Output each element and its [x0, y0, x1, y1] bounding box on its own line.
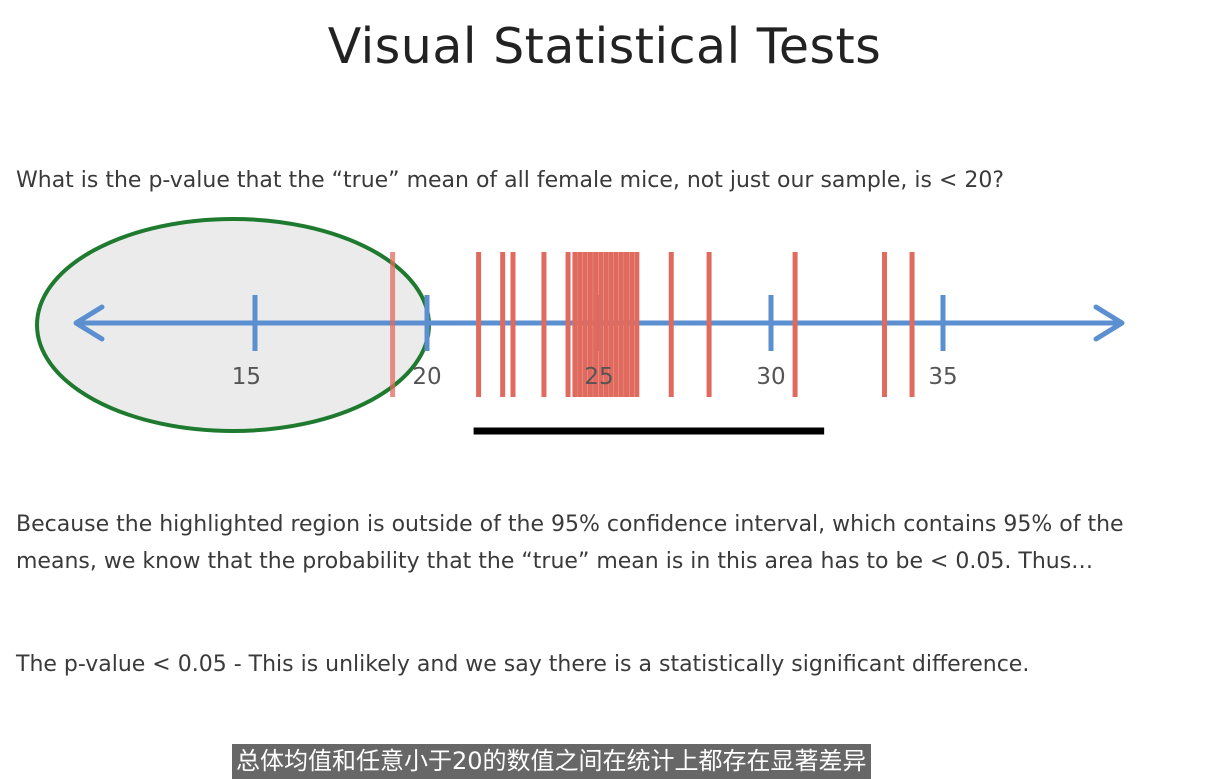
sample-mean-bar: [634, 252, 640, 397]
tick-label-30: 30: [756, 364, 785, 390]
sample-mean-bar: [510, 252, 516, 397]
slide-title: Visual Statistical Tests: [327, 18, 882, 75]
sample-mean-bar: [706, 252, 712, 397]
tick-labels: 15 20 25 30 35: [232, 364, 958, 390]
sample-mean-bar: [582, 252, 588, 397]
sample-mean-bar: [572, 252, 578, 397]
sample-mean-bar: [500, 252, 506, 397]
sample-mean-bar: [593, 252, 599, 397]
sample-mean-bar: [668, 252, 674, 397]
sample-mean-bar: [618, 252, 624, 397]
sample-mean-bar: [476, 252, 482, 397]
sample-mean-bar: [882, 252, 888, 397]
sample-mean-bar: [624, 252, 630, 397]
explanation-text: Because the highlighted region is outsid…: [16, 512, 1124, 574]
sample-mean-bar: [541, 252, 547, 397]
video-subtitle: 总体均值和任意小于20的数值之间在统计上都存在显著差异: [232, 744, 871, 779]
sample-mean-bar: [587, 252, 593, 397]
question-text: What is the p-value that the “true” mean…: [16, 168, 1005, 193]
right-arrow-icon: [1093, 304, 1125, 342]
conclusion-text: The p-value < 0.05 - This is unlikely an…: [16, 652, 1030, 677]
sample-mean-bars: [390, 252, 915, 397]
tick-label-25: 25: [584, 364, 613, 390]
sample-mean-bar: [577, 252, 583, 397]
tick-label-15: 15: [232, 364, 261, 390]
sample-mean-bar: [603, 252, 609, 397]
left-arrow-icon: [73, 304, 105, 342]
tick-label-20: 20: [412, 364, 441, 390]
sample-mean-bar: [629, 252, 635, 397]
number-line-diagram: 15 20 25 30 35: [35, 217, 1125, 435]
tick-label-35: 35: [928, 364, 957, 390]
sample-mean-bar: [608, 252, 614, 397]
sample-mean-bar: [909, 252, 915, 397]
sample-mean-bar: [565, 252, 571, 397]
sample-mean-bar: [792, 252, 798, 397]
sample-mean-bar: [390, 252, 396, 397]
sample-mean-bar: [613, 252, 619, 397]
sample-mean-bar: [598, 252, 604, 397]
